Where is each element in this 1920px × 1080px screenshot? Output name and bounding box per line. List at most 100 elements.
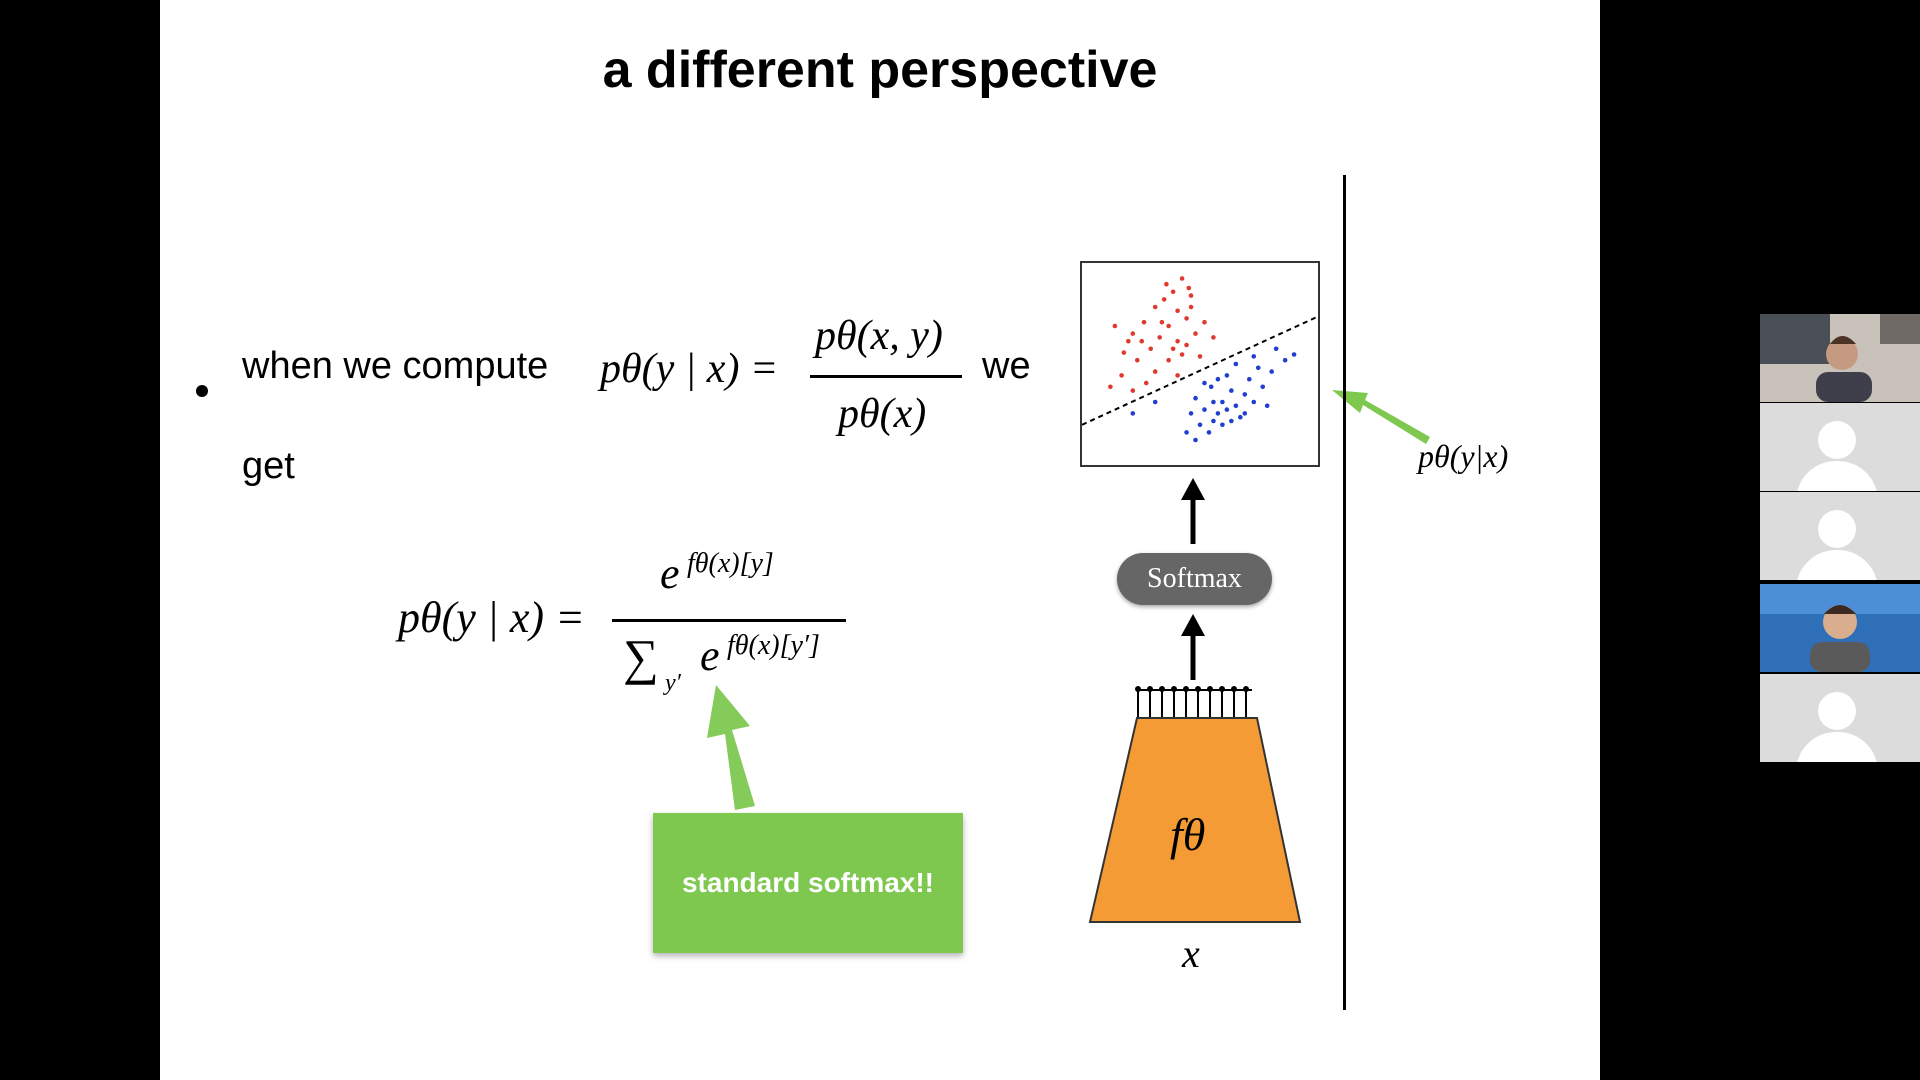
participant-tile-1[interactable] — [1760, 314, 1920, 402]
scatter-point-s1-23 — [1215, 376, 1221, 382]
scatter-point-s0-29 — [1170, 346, 1176, 352]
network-label: fθ — [1170, 809, 1206, 860]
scatter-plot-svg — [1081, 276, 1319, 443]
scatter-point-s0-27 — [1184, 342, 1189, 348]
arrowhead-softmax-to-plot — [1181, 478, 1205, 500]
avatar-body-icon — [1796, 550, 1878, 580]
softmax-node: Softmax — [1117, 553, 1272, 605]
scatter-point-s0-15 — [1166, 357, 1171, 363]
output-label: pθ(y|x) — [1418, 438, 1509, 474]
eq2-fraction-bar — [612, 619, 846, 622]
annotation-arrows — [707, 390, 1430, 810]
eq1-lhs: pθ(y | x) = — [600, 346, 779, 392]
bullet-suffix: we — [982, 345, 1031, 387]
participant-tile-2[interactable] — [1760, 403, 1920, 491]
scatter-point-s1-5 — [1202, 407, 1207, 412]
network-output-pins — [1135, 686, 1252, 718]
scatter-point-s0-8 — [1141, 319, 1147, 325]
scatter-point-s0-17 — [1126, 338, 1131, 344]
arrowhead-network-to-softmax — [1181, 614, 1205, 636]
scatter-point-s0-4 — [1152, 304, 1158, 310]
scatter-point-s1-6 — [1233, 403, 1239, 409]
standard-softmax-callout: standard softmax!! — [653, 813, 963, 953]
scatter-point-s1-8 — [1246, 376, 1252, 382]
scatter-point-s1-9 — [1224, 373, 1230, 378]
scatter-point-s1-19 — [1269, 369, 1274, 374]
avatar-head-icon — [1818, 510, 1856, 548]
scatter-point-s1-2 — [1220, 399, 1225, 405]
scatter-point-s0-22 — [1119, 373, 1124, 378]
presentation-slide: a different perspective when we compute … — [160, 0, 1600, 1080]
eq1-denominator: pθ(x) — [838, 391, 927, 437]
eq1-numerator: pθ(x, y) — [815, 313, 943, 359]
scatter-point-s0-19 — [1152, 369, 1158, 374]
scatter-point-s0-21 — [1143, 380, 1149, 386]
scatter-point-s1-20 — [1282, 357, 1288, 363]
scatter-point-s1-13 — [1193, 437, 1198, 443]
scatter-point-s0-10 — [1157, 335, 1162, 340]
scatter-point-s1-34 — [1251, 354, 1257, 359]
scatter-point-s1-31 — [1152, 399, 1158, 405]
scatter-point-s0-20 — [1175, 373, 1180, 378]
scatter-point-s1-27 — [1242, 411, 1248, 416]
eq2-numerator-exponent: fθ(x)[y] — [687, 548, 774, 579]
scatter-point-s0-2 — [1170, 289, 1176, 295]
avatar-body-icon — [1796, 461, 1878, 491]
callout-arrow — [707, 685, 755, 810]
input-label: x — [1182, 931, 1200, 976]
scatter-point-s1-24 — [1202, 380, 1207, 386]
scatter-point-s1-12 — [1184, 430, 1189, 435]
scatter-point-s1-16 — [1238, 414, 1243, 420]
scatter-point-s0-33 — [1130, 388, 1136, 393]
bullet-line2: get — [242, 445, 295, 487]
eq1-fraction-bar — [810, 375, 962, 378]
participant-tile-5[interactable] — [1760, 674, 1920, 762]
eq2-sum-subscript: y′ — [665, 670, 681, 696]
bullet-point — [196, 385, 208, 397]
scatter-point-s0-6 — [1184, 316, 1189, 321]
scatter-plot — [1080, 261, 1320, 467]
scatter-point-s0-7 — [1166, 323, 1171, 329]
participant-tile-4[interactable] — [1760, 584, 1920, 672]
avatar-head-icon — [1818, 692, 1856, 730]
scatter-point-s0-26 — [1211, 335, 1216, 340]
participant-tile-3[interactable] — [1760, 492, 1920, 580]
scatter-point-s0-0 — [1164, 281, 1169, 287]
scatter-point-s1-21 — [1255, 365, 1261, 371]
scatter-point-s1-3 — [1229, 388, 1234, 393]
scatter-point-s0-9 — [1130, 331, 1136, 336]
bullet-prefix: when we compute — [242, 345, 549, 387]
scatter-point-s0-32 — [1108, 384, 1113, 390]
network-block — [1088, 717, 1302, 923]
scatter-point-s0-14 — [1134, 357, 1140, 363]
scatter-point-s0-31 — [1121, 350, 1127, 355]
scatter-point-s0-12 — [1193, 331, 1198, 336]
eq2-denominator-base: e — [700, 631, 720, 680]
scatter-point-s1-25 — [1188, 411, 1194, 416]
eq2-numerator-base: e — [660, 549, 680, 598]
scatter-point-s1-17 — [1251, 399, 1257, 405]
eq2-lhs: pθ(y | x) = — [398, 593, 585, 642]
scatter-point-s0-1 — [1179, 276, 1185, 281]
scatter-point-s1-11 — [1197, 422, 1203, 428]
divider-line — [1343, 175, 1346, 1010]
scatter-point-s0-23 — [1161, 297, 1167, 302]
scatter-point-s0-28 — [1197, 354, 1203, 359]
participant-video-1 — [1760, 314, 1920, 402]
scatter-point-s1-22 — [1233, 361, 1239, 367]
scatter-point-s1-35 — [1264, 403, 1270, 409]
scatter-point-s1-30 — [1130, 411, 1136, 416]
scatter-point-s1-0 — [1193, 395, 1198, 401]
scatter-point-s0-18 — [1112, 323, 1118, 329]
scatter-point-s1-10 — [1211, 418, 1216, 424]
scatter-point-s1-28 — [1229, 418, 1234, 424]
scatter-point-s0-13 — [1148, 346, 1154, 352]
scatter-point-s1-15 — [1220, 422, 1225, 428]
scatter-point-s0-3 — [1188, 293, 1194, 298]
scatter-point-s0-11 — [1175, 338, 1180, 344]
avatar-head-icon — [1818, 421, 1856, 459]
scatter-point-s0-35 — [1186, 285, 1192, 291]
scatter-point-s1-29 — [1211, 399, 1216, 405]
scatter-point-s0-30 — [1139, 338, 1145, 344]
scatter-point-s1-26 — [1224, 407, 1230, 412]
